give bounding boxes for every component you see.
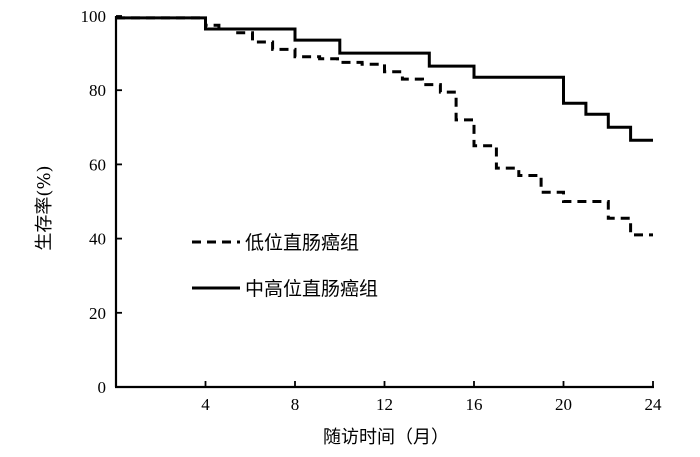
y-tick-label: 100 [81, 7, 107, 26]
series-line-low-rectal [116, 16, 653, 237]
legend-label: 中高位直肠癌组 [245, 278, 378, 300]
y-tick-label: 40 [89, 230, 106, 249]
legend-label: 低位直肠癌组 [245, 232, 359, 254]
x-axis-title: 随访时间（月） [323, 427, 449, 448]
x-tick-label: 12 [376, 395, 393, 414]
axis-ticks: 4 8 12 16 20 24 0 20 40 60 80 100 [81, 7, 663, 414]
y-tick-label: 20 [89, 304, 106, 323]
y-tick-label: 60 [89, 155, 106, 174]
x-tick-label: 16 [466, 395, 483, 414]
x-tick-label: 20 [555, 395, 572, 414]
series-lines [116, 16, 653, 237]
series-line-mid-high-rectal [116, 16, 653, 142]
x-tick-label: 8 [291, 395, 300, 414]
y-tick-label: 80 [89, 81, 106, 100]
y-axis-title: 生存率(%) [34, 165, 55, 250]
y-tick-label: 0 [98, 378, 107, 397]
x-tick-label: 24 [645, 395, 663, 414]
x-tick-label: 4 [201, 395, 210, 414]
